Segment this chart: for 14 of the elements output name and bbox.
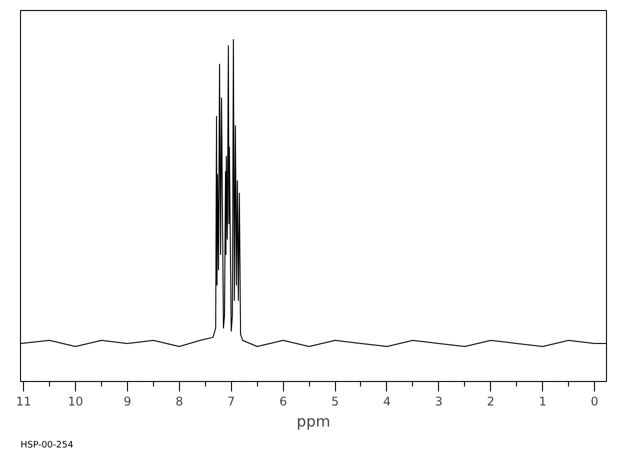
x-tick-label: 11 (16, 394, 32, 408)
x-tick-label: 10 (68, 394, 84, 408)
x-tick-label: 3 (435, 394, 443, 408)
x-tick-label: 5 (331, 394, 339, 408)
x-tick-label: 1 (538, 394, 546, 408)
x-tick-label: 6 (279, 394, 287, 408)
x-tick-label: 8 (176, 394, 184, 408)
x-axis-title: ppm (296, 412, 330, 430)
x-tick-label: 7 (227, 394, 236, 408)
text: HSP-00-254 (20, 440, 74, 450)
x-tick-label: 4 (383, 394, 391, 408)
x-tick-label: 2 (486, 394, 495, 408)
x-tick-label: 0 (590, 394, 598, 408)
x-tick-label: 9 (124, 394, 132, 408)
